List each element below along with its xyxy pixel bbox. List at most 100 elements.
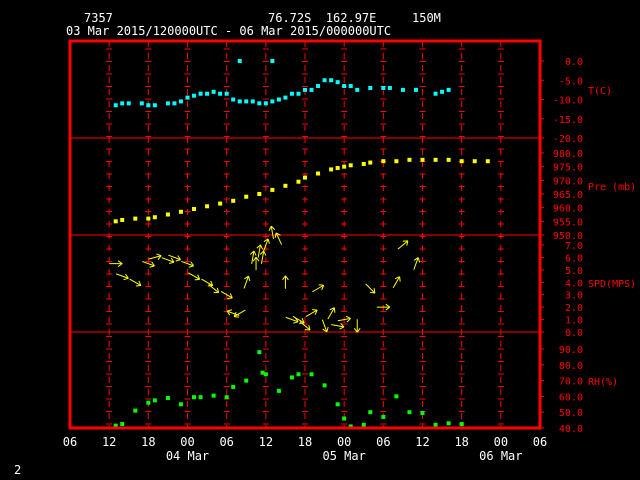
y-tick-label-pressure: 960.0 [553,204,583,215]
wind-arrow-head [333,307,336,313]
y-tick-label-humidity: 40.0 [559,424,583,435]
temperature-point [303,87,307,92]
wind-arrow-head [170,257,175,263]
wind-arrow-head [253,250,257,256]
wind-arrow [312,284,325,293]
pressure-point [329,167,334,172]
pressure-point [231,198,236,203]
wind-arrow-head [282,275,286,281]
humidity-point [296,372,301,377]
temperature-point [113,103,118,108]
y-tick-label-wind: 7.0 [565,241,583,252]
y-tick-label-temperature: -15.0 [553,115,583,126]
wind-arrow-head [226,309,233,312]
wind-arrow-head [234,316,240,318]
wind-arrow-shaft [115,273,129,279]
wind-arrow-head [339,326,345,330]
pressure-point [459,159,464,164]
humidity-point [381,414,386,419]
y-tick-label-wind: 1.0 [565,316,583,327]
y-tick-label-humidity: 70.0 [559,377,583,388]
y-tick-label-temperature: -10.0 [553,96,583,107]
wind-arrow-shaft [263,238,269,252]
wind-arrow-head [373,288,376,294]
pressure-point [472,159,477,164]
wind-arrow-head [263,250,267,256]
wind-arrow-head [149,265,155,268]
pressure-point [420,157,425,162]
x-tick-label: 18 [298,435,312,449]
wind-arrow-head [252,256,257,262]
temperature-point [139,101,144,106]
wind-arrow-head [285,275,289,281]
wind-arrow-head [194,278,200,281]
temperature-point [185,95,190,100]
temperature-point [296,91,301,96]
wind-arrow-head [175,259,181,262]
wind-arrow [274,232,283,245]
wind-arrow-shaft [275,232,283,245]
wind-arrow [208,283,220,294]
wind-arrow-head [413,257,419,261]
y-tick-label-wind: 6.0 [565,253,583,264]
y-tick-label-humidity: 60.0 [559,392,583,403]
wind-arrow-head [353,327,358,333]
wind-arrow-shaft [292,315,305,324]
x-tick-label: 00 [494,435,508,449]
humidity-point [394,394,399,399]
station-location: 76.72S 162.97E [268,11,377,25]
humidity-point [459,422,464,427]
pressure-point [113,219,118,224]
panel-label-wind: SPD(MPS) [588,279,636,290]
pressure-point [146,216,151,221]
wind-arrow-head [263,238,269,243]
temperature-point [237,59,242,63]
temperature-point [211,89,216,94]
temperature-point [237,99,242,104]
wind-arrow-shaft [188,272,200,280]
wind-arrow [331,322,345,330]
wind-arrow-shaft [337,317,351,322]
wind-arrow [321,319,329,333]
temperature-point [322,78,327,83]
wind-arrow-head [268,225,272,231]
wind-arrow [115,273,129,281]
humidity-point [120,422,125,427]
wind-arrow-shaft [208,283,219,294]
humidity-point [133,408,138,413]
y-tick-label-pressure: 965.0 [553,190,583,201]
wind-arrow [181,260,195,268]
wind-arrow-shaft [220,291,233,299]
pressure-point [407,157,412,162]
wind-arrow-head [255,256,260,262]
wind-arrow-head [117,263,123,267]
wind-arrow-head [406,240,409,246]
wind-arrow-shaft [397,240,409,250]
wind-arrow-shaft [413,257,419,270]
time-range: 03 Mar 2015/120000UTC - 06 Mar 2015/0000… [66,24,392,38]
wind-arrow-shaft [148,255,162,260]
wind-arrow-shaft [168,254,181,261]
temperature-point [263,101,268,106]
wind-arrow-head [226,310,231,316]
wind-arrow-shaft [270,226,274,240]
wind-arrow-shaft [161,257,175,263]
humidity-point [348,424,353,429]
pressure-point [316,171,321,176]
wind-arrow-head [244,275,249,280]
wind-arrow-shaft [129,278,142,286]
pressure-point [257,192,262,196]
y-tick-label-pressure: 975.0 [553,163,583,174]
pressure-point [165,212,170,217]
temperature-point [387,85,392,90]
humidity-point [263,372,268,377]
x-tick-label: 18 [141,435,155,449]
wind-arrow-head [190,261,195,267]
wind-arrow-shaft [312,284,324,293]
humidity-point [146,400,151,405]
temperature-point [368,85,373,90]
humidity-point [231,384,236,389]
humidity-point [322,383,327,388]
wind-arrow [201,278,214,287]
temperature-point [152,103,157,108]
